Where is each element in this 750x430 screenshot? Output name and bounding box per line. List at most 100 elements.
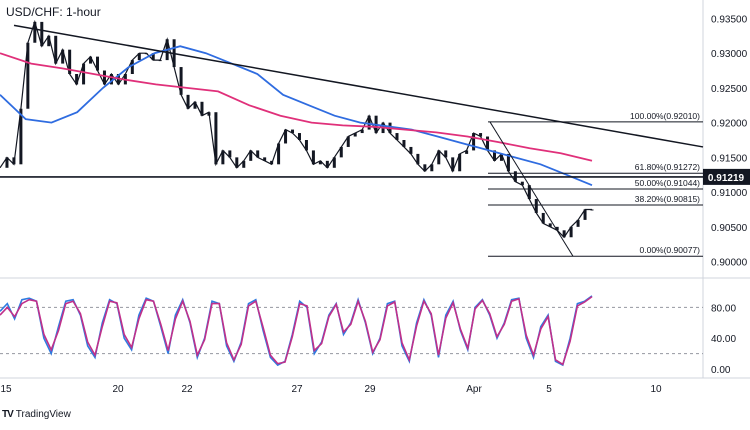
price-candle xyxy=(40,21,44,47)
price-candle xyxy=(569,226,573,238)
price-candle xyxy=(318,160,322,165)
fib-level-label: 61.80%(0.91272) xyxy=(635,162,700,172)
fib-level-label: 0.00%(0.90077) xyxy=(640,245,701,255)
price-candle xyxy=(492,150,496,161)
price-candle xyxy=(12,157,16,165)
price-candle xyxy=(576,219,580,227)
price-candle xyxy=(297,133,301,140)
price-candle xyxy=(360,129,364,134)
price-candle xyxy=(144,53,148,55)
price-candle xyxy=(506,153,510,172)
price-tick-label: 0.91000 xyxy=(711,188,748,199)
ma-slow-line xyxy=(0,52,593,162)
price-candle xyxy=(395,133,399,140)
price-candle xyxy=(458,153,462,172)
tradingview-logo-icon: TV xyxy=(2,409,14,420)
price-candle xyxy=(402,140,406,147)
price-candle xyxy=(130,60,134,74)
fib-level-label: 50.00%(0.91044) xyxy=(635,178,700,188)
fib-anchor-line xyxy=(489,121,574,257)
price-tick-label: 0.93500 xyxy=(711,14,748,25)
price-candle xyxy=(82,63,86,85)
price-candle xyxy=(102,70,106,85)
price-candle xyxy=(444,150,448,158)
price-candle xyxy=(451,157,455,172)
oscillator-tick-label: 0.00 xyxy=(711,365,731,376)
price-candle xyxy=(137,53,141,61)
price-candle xyxy=(325,160,329,168)
price-candle xyxy=(291,129,295,134)
time-tick-label: 15 xyxy=(0,384,12,395)
stoch-d-line xyxy=(0,295,593,366)
price-candle xyxy=(555,226,559,231)
price-candle xyxy=(499,153,503,161)
current-price-label: 0.91219 xyxy=(708,173,745,184)
price-candle xyxy=(200,101,204,116)
price-candle xyxy=(430,164,434,172)
price-candle xyxy=(193,101,197,109)
fib-level-label: 100.00%(0.92010) xyxy=(630,111,700,121)
price-tick-label: 0.90000 xyxy=(711,258,748,269)
price-candle xyxy=(416,153,420,165)
price-candle xyxy=(242,160,246,168)
price-candle xyxy=(353,133,357,137)
price-candle xyxy=(486,136,490,151)
price-candle xyxy=(541,212,545,224)
time-tick-label: 27 xyxy=(291,384,303,395)
price-candle xyxy=(311,150,315,165)
price-candle xyxy=(5,157,9,168)
chart-title: USD/CHF: 1-hour xyxy=(6,5,101,19)
price-candle xyxy=(304,140,308,151)
price-candle xyxy=(151,53,155,61)
price-candle xyxy=(228,150,232,158)
price-candle xyxy=(186,94,190,109)
price-candle xyxy=(263,157,267,161)
price-candle xyxy=(437,150,441,165)
price-candle xyxy=(346,136,350,147)
price-candle xyxy=(249,150,253,161)
fib-level-label: 38.20%(0.90815) xyxy=(635,194,700,204)
price-candle xyxy=(89,56,93,64)
price-candle xyxy=(367,115,371,130)
price-candle xyxy=(479,133,483,137)
oscillator-tick-label: 40.00 xyxy=(711,334,736,345)
price-candle xyxy=(26,42,30,109)
oscillator-tick-label: 80.00 xyxy=(711,303,736,314)
price-candle xyxy=(339,146,343,158)
current-price-tag xyxy=(703,168,750,185)
price-candle xyxy=(527,185,531,200)
price-candle xyxy=(534,199,538,213)
price-candle xyxy=(96,56,100,71)
price-candle xyxy=(590,209,594,211)
price-candle xyxy=(221,150,225,165)
price-candle xyxy=(583,209,587,220)
price-candle xyxy=(75,74,79,85)
ma-fast-line xyxy=(0,45,593,187)
price-candle xyxy=(270,160,274,165)
price-candle xyxy=(179,67,183,95)
time-tick-label: Apr xyxy=(466,384,482,395)
price-candle xyxy=(19,108,23,165)
price-candle xyxy=(472,133,476,151)
price-candle xyxy=(277,143,281,165)
price-candle xyxy=(109,74,113,85)
price-tick-label: 0.92500 xyxy=(711,84,748,95)
downtrend-line xyxy=(13,24,704,148)
price-candle xyxy=(256,150,260,158)
time-tick-label: 22 xyxy=(181,384,193,395)
time-tick-label: 20 xyxy=(112,384,124,395)
time-tick-label: 29 xyxy=(364,384,376,395)
price-candle xyxy=(423,164,427,172)
time-tick-label: 10 xyxy=(650,384,662,395)
price-tick-label: 0.90500 xyxy=(711,223,748,234)
price-candle xyxy=(214,112,218,165)
stoch-k-line xyxy=(0,295,593,367)
price-candle xyxy=(520,181,524,186)
price-candle xyxy=(33,21,37,43)
price-candle xyxy=(207,112,211,116)
price-candle xyxy=(47,35,51,47)
price-tick-label: 0.93000 xyxy=(711,49,748,60)
tradingview-label: TradingView xyxy=(15,409,71,420)
price-candle xyxy=(548,223,552,227)
